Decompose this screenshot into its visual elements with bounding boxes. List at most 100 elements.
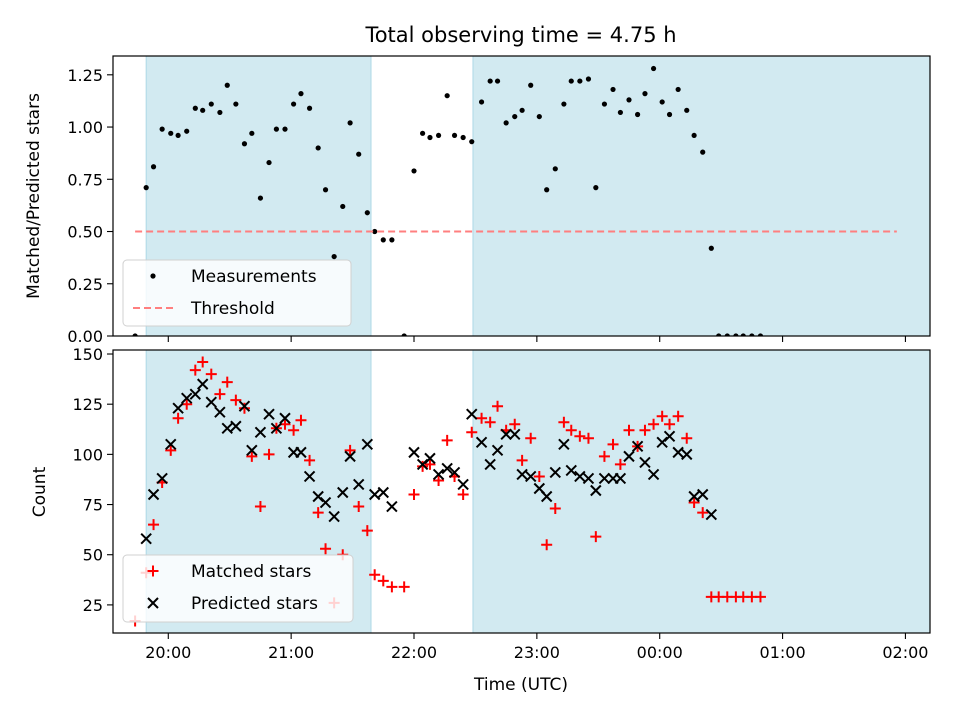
bottom-matched-stars-point xyxy=(574,430,586,442)
bottom-x-tick-label: 02:00 xyxy=(882,643,928,662)
top-measurements-point xyxy=(469,139,475,145)
top-measurements-point xyxy=(347,120,353,126)
bottom-matched-stars-point xyxy=(214,388,226,400)
bottom-predicted-stars-point xyxy=(697,488,709,501)
top-legend-swatch-measurements xyxy=(150,273,156,279)
top-measurements-point xyxy=(487,78,493,84)
top-measurements-point xyxy=(224,82,230,88)
bottom-matched-stars-point xyxy=(238,402,250,414)
top-panel: 0.00 0.25 0.50 0.75 1.00 1.25 Matched/Predict… xyxy=(24,55,931,346)
bottom-x-tick-label: 20:00 xyxy=(145,643,191,662)
bottom-predicted-stars-point xyxy=(614,472,627,485)
top-measurements-point xyxy=(512,113,518,120)
top-measurements-point xyxy=(561,101,567,107)
bottom-predicted-stars-point xyxy=(270,422,283,434)
top-measurements-point xyxy=(184,128,190,134)
bottom-legend-swatch-predicted-stars xyxy=(147,597,159,609)
bottom-matched-stars-point xyxy=(417,460,429,472)
bottom-y-tick-label: 25 xyxy=(83,596,103,615)
bottom-predicted-stars-point xyxy=(484,458,496,471)
bottom-predicted-stars-point xyxy=(221,422,233,434)
top-measurements-point xyxy=(143,185,149,191)
bottom-predicted-stars-point xyxy=(189,388,202,400)
bottom-matched-stars-point xyxy=(205,368,217,380)
top-measurements-point xyxy=(132,333,138,336)
top-measurements-point xyxy=(364,210,370,216)
top-measurements-point xyxy=(192,105,198,111)
top-measurements-point xyxy=(435,132,442,139)
bottom-y-tick-label: 75 xyxy=(83,496,103,515)
bottom-predicted-stars-point xyxy=(353,478,365,491)
top-measurements-point xyxy=(298,91,304,97)
top-measurements-point xyxy=(544,187,550,193)
top-measurements-point xyxy=(666,111,673,118)
top-panel-frame xyxy=(112,55,931,337)
bottom-matched-stars-point xyxy=(361,525,373,537)
bottom-predicted-stars-point xyxy=(500,428,512,441)
top-measurements-point xyxy=(757,333,764,336)
bottom-predicted-stars-point xyxy=(295,446,307,459)
bottom-matched-stars-point xyxy=(197,356,209,368)
bottom-predicted-stars-point xyxy=(361,438,374,451)
bottom-matched-stars-point xyxy=(246,450,258,462)
top-measurements-point xyxy=(257,195,264,201)
bottom-legend-box xyxy=(122,554,354,623)
top-measurements-point xyxy=(159,126,165,132)
bottom-x-tick-label: 23:00 xyxy=(514,643,560,662)
top-measurements-point xyxy=(451,132,458,139)
bottom-y-axis-label: Count xyxy=(30,466,50,517)
top-measurements-point xyxy=(340,203,346,210)
bottom-matched-stars-point xyxy=(565,424,577,436)
bottom-predicted-stars-point xyxy=(540,490,553,503)
bottom-matched-stars-point xyxy=(172,412,184,424)
bottom-predicted-stars-point xyxy=(574,470,586,483)
bottom-matched-stars-point xyxy=(369,569,381,581)
top-measurements-point xyxy=(420,130,426,136)
top-measurements-point xyxy=(356,151,362,157)
top-measurements-point xyxy=(401,333,407,336)
bottom-x-tick-label: 21:00 xyxy=(268,643,314,662)
top-measurements-point xyxy=(266,159,272,166)
bottom-predicted-stars-point xyxy=(688,490,700,503)
bottom-predicted-stars-point xyxy=(549,466,561,479)
bottom-legend-label-matched-stars: Matched stars xyxy=(191,562,311,582)
top-measurements-point xyxy=(519,107,525,113)
bottom-matched-stars-point xyxy=(386,581,398,593)
bottom-predicted-stars-point xyxy=(475,436,488,449)
top-measurements-point xyxy=(552,166,558,172)
bottom-predicted-stars-point xyxy=(368,488,381,501)
bottom-matched-stars-point xyxy=(614,458,626,470)
top-measurements-point xyxy=(503,120,509,126)
bottom-predicted-stars-point xyxy=(672,446,684,459)
top-y-tick-label: 0.75 xyxy=(67,170,103,189)
top-measurements-point xyxy=(610,86,616,93)
top-measurements-point xyxy=(593,185,599,191)
bottom-predicted-stars-point xyxy=(165,438,177,451)
bottom-matched-stars-point xyxy=(558,416,570,428)
bottom-y-tick-label: 150 xyxy=(72,345,103,364)
bottom-panel: 20:00 21:00 22:00 23:00 00:00 01:00 02:00 25 50… xyxy=(30,345,931,662)
top-measurements-point xyxy=(460,134,466,141)
bottom-matched-stars-point xyxy=(656,410,668,422)
top-measurements-point xyxy=(642,91,648,97)
bottom-y-tick-label: 100 xyxy=(72,445,103,464)
top-measurements-point xyxy=(708,245,714,251)
bottom-predicted-stars-point xyxy=(337,486,349,499)
top-measurements-point xyxy=(389,237,395,243)
top-measurements-point xyxy=(716,333,722,336)
top-measurements-point xyxy=(577,78,583,84)
bottom-matched-stars-point xyxy=(433,474,445,486)
bottom-legend: Matched stars Predicted stars xyxy=(122,554,354,623)
bottom-predicted-stars-point xyxy=(631,440,644,453)
bottom-matched-stars-point xyxy=(441,434,453,446)
bottom-matched-stars-point xyxy=(165,444,177,456)
bottom-matched-stars-point xyxy=(664,418,676,430)
bottom-matched-stars-point xyxy=(590,531,602,543)
bottom-legend-swatch-matched-stars xyxy=(147,565,159,577)
bottom-predicted-stars-point xyxy=(525,470,537,483)
bottom-predicted-stars-point xyxy=(181,392,193,404)
top-measurements-point xyxy=(241,141,248,147)
bottom-predicted-stars-point xyxy=(230,420,242,432)
top-measurements-point xyxy=(675,86,681,93)
